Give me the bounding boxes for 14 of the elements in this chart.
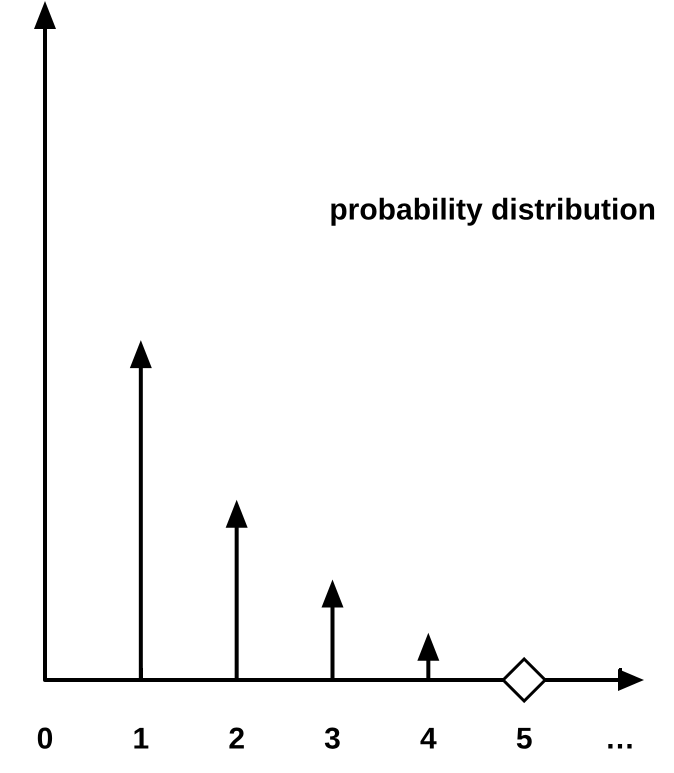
x-tick-label: 1 xyxy=(132,722,150,756)
x-tick-label: … xyxy=(605,722,635,756)
x-tick-label: 4 xyxy=(420,722,437,756)
annotation: probability distribution xyxy=(329,194,656,226)
x-tick-label: 0 xyxy=(36,722,54,756)
point xyxy=(502,658,547,702)
point xyxy=(322,580,344,608)
point xyxy=(130,340,152,368)
x-tick-label: 5 xyxy=(516,722,533,756)
point xyxy=(34,1,56,29)
point xyxy=(226,500,248,528)
x-tick-label: 2 xyxy=(228,722,246,756)
point xyxy=(417,632,440,661)
x-tick-label: 3 xyxy=(324,722,341,756)
